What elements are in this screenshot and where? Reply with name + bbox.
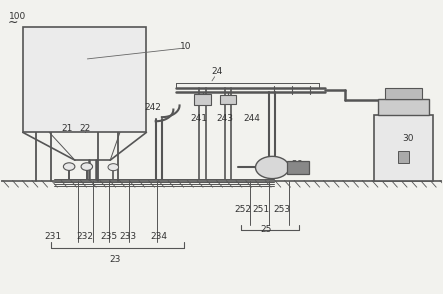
Text: ∼: ∼ bbox=[8, 16, 18, 29]
Text: 24: 24 bbox=[211, 67, 222, 76]
Text: 244: 244 bbox=[243, 114, 260, 123]
Text: 22: 22 bbox=[79, 124, 90, 133]
Text: 233: 233 bbox=[119, 232, 136, 241]
Bar bbox=[287, 161, 309, 174]
Text: 10: 10 bbox=[179, 42, 191, 51]
Circle shape bbox=[108, 164, 119, 171]
Circle shape bbox=[81, 163, 93, 171]
Bar bbox=[374, 115, 433, 181]
Bar bbox=[220, 95, 236, 104]
Text: 251: 251 bbox=[253, 205, 270, 214]
Text: 26: 26 bbox=[291, 160, 303, 169]
Text: 21: 21 bbox=[62, 124, 73, 133]
Text: 232: 232 bbox=[77, 232, 93, 241]
Text: 23: 23 bbox=[109, 255, 120, 264]
Bar bbox=[378, 99, 429, 115]
Text: 253: 253 bbox=[273, 205, 290, 214]
Circle shape bbox=[63, 163, 75, 171]
Circle shape bbox=[256, 156, 289, 178]
Text: 100: 100 bbox=[9, 12, 26, 21]
Text: 242: 242 bbox=[144, 103, 161, 112]
Text: 231: 231 bbox=[45, 232, 62, 241]
Text: 25: 25 bbox=[260, 225, 272, 234]
Text: 235: 235 bbox=[100, 232, 117, 241]
Text: 234: 234 bbox=[150, 232, 167, 241]
Text: 252: 252 bbox=[234, 205, 251, 214]
Bar bbox=[194, 94, 211, 105]
Text: 243: 243 bbox=[216, 114, 233, 123]
Bar bbox=[23, 27, 147, 132]
Bar bbox=[385, 88, 423, 99]
Bar bbox=[398, 151, 409, 163]
Text: 30: 30 bbox=[403, 133, 414, 143]
Text: 241: 241 bbox=[190, 114, 208, 123]
